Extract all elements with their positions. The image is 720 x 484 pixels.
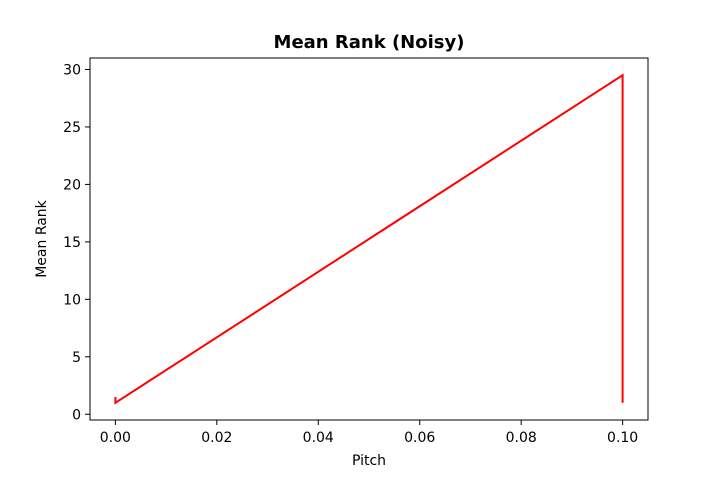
y-tick-label: 10 xyxy=(63,292,81,308)
x-tick-label: 0.00 xyxy=(100,430,131,446)
x-tick-label: 0.02 xyxy=(201,430,232,446)
y-tick-label: 15 xyxy=(63,235,81,251)
x-axis-label: Pitch xyxy=(352,453,386,469)
series-layer xyxy=(114,73,624,405)
y-tick-label: 0 xyxy=(72,407,81,423)
y-axis-label: Mean Rank xyxy=(34,199,50,277)
plot-frame xyxy=(89,57,649,421)
chart-title: Mean Rank (Noisy) xyxy=(274,32,465,53)
x-tick-label: 0.06 xyxy=(404,430,435,446)
y-tick-label: 30 xyxy=(63,62,81,78)
y-tick-label: 25 xyxy=(63,120,81,136)
x-tick-label: 0.04 xyxy=(303,430,334,446)
x-tick-label: 0.10 xyxy=(607,430,638,446)
series-line xyxy=(114,73,624,405)
y-axis-ticks: 0 5 10 15 20 25 30 xyxy=(63,62,90,423)
x-tick-label: 0.08 xyxy=(506,430,537,446)
y-tick-label: 5 xyxy=(72,350,81,366)
x-axis-ticks: 0.00 0.02 0.04 0.06 0.08 0.10 xyxy=(100,420,638,446)
y-tick-label: 20 xyxy=(63,177,81,193)
